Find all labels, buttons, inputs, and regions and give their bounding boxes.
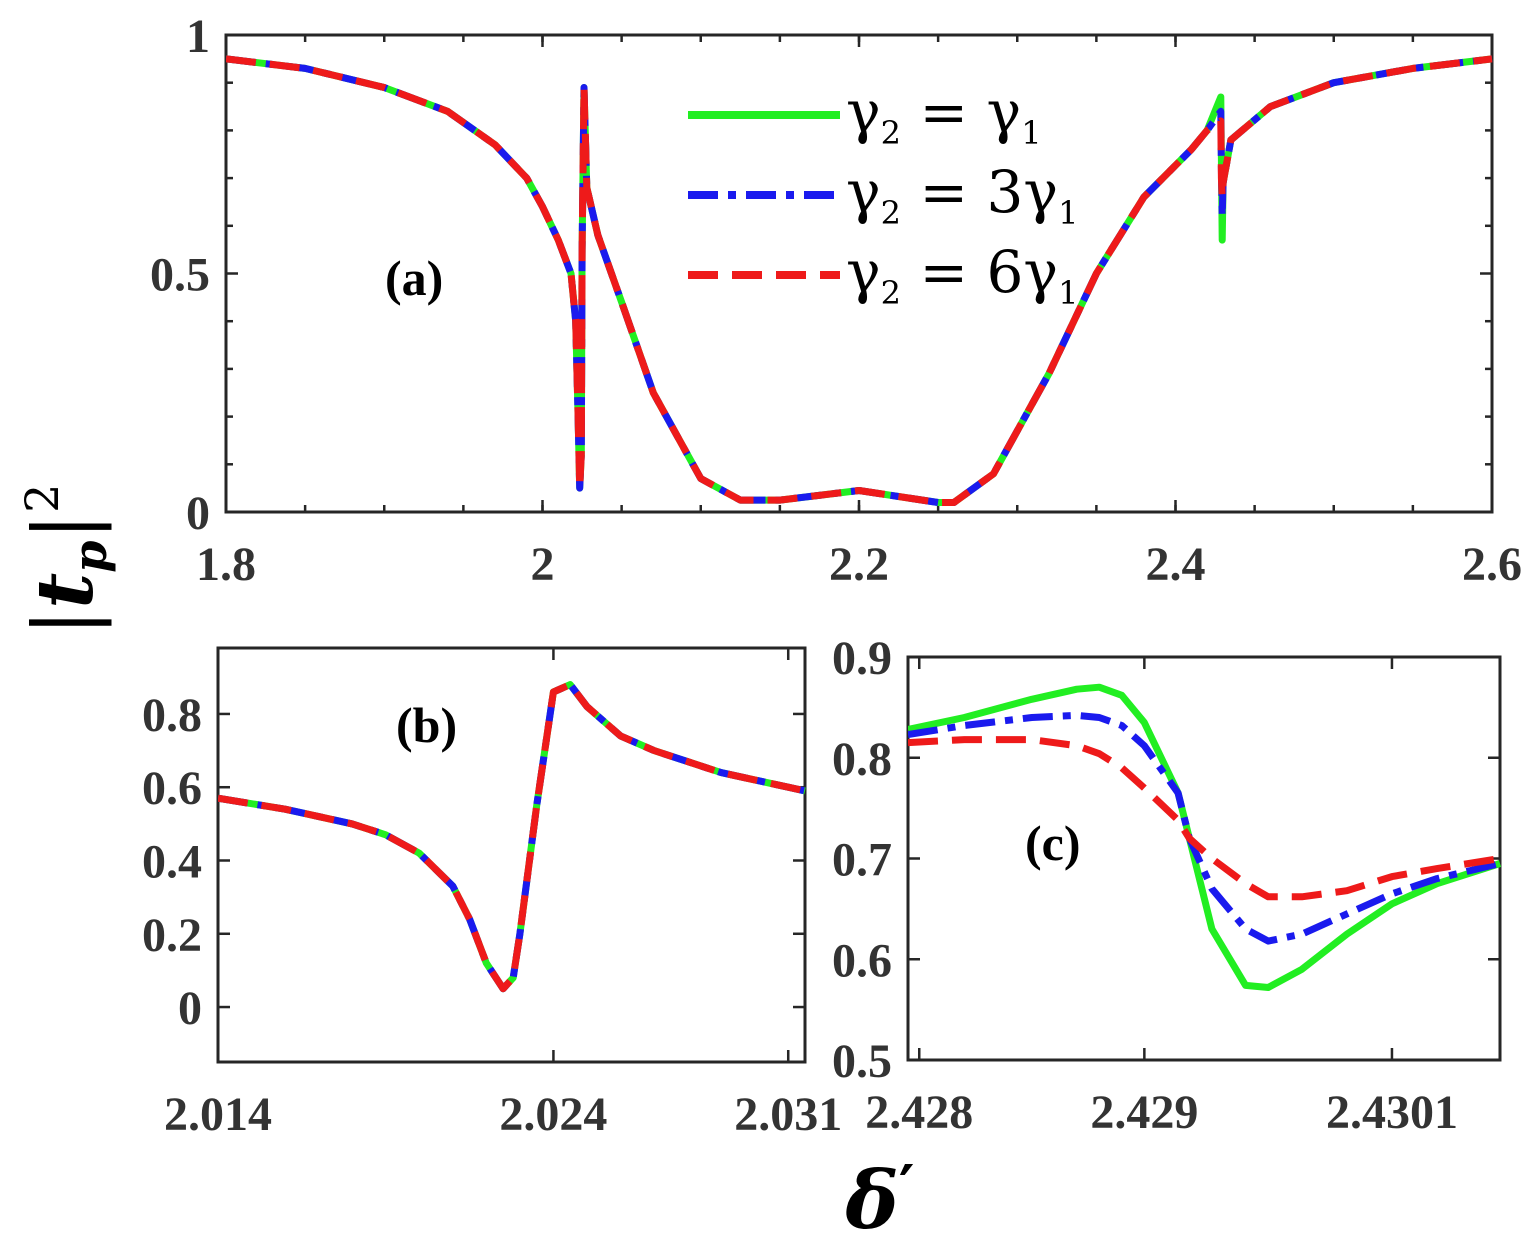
series-line-a-3 <box>226 55 1493 506</box>
ylabel-sup: 2 <box>15 484 69 513</box>
legend-2-eq: = <box>901 158 986 226</box>
x-tick-label-a: 1.8 <box>196 538 256 591</box>
legend-2-coef: 3 <box>987 158 1024 226</box>
xlabel-prime: ′ <box>899 1153 915 1223</box>
x-tick-label-a: 2 <box>531 538 555 591</box>
x-tick-label-a: 2.4 <box>1146 538 1206 591</box>
y-tick-label-c: 0.9 <box>832 632 892 685</box>
x-tick-label-a: 2.2 <box>829 538 889 591</box>
series-line-b-1 <box>218 681 806 993</box>
y-tick-label-b: 0.2 <box>142 909 202 962</box>
legend-3-sub2: 1 <box>1058 274 1078 312</box>
svg-text:|tp|2: |tp|2 <box>15 484 117 637</box>
legend-label-1: γ2 = γ1 <box>846 78 1042 152</box>
legend-1-eq: = <box>901 78 986 146</box>
y-tick-label-b: 0.6 <box>142 762 202 815</box>
y-tick-label-a: 0 <box>186 487 210 540</box>
legend-3-sub1: 2 <box>881 274 901 312</box>
panel-label-b: (b) <box>396 697 457 753</box>
x-tick-label-c: 2.4301 <box>1326 1086 1458 1139</box>
y-tick-label-c: 0.8 <box>832 733 892 786</box>
x-tick-label-c: 2.428 <box>865 1086 973 1139</box>
y-tick-label-b: 0.8 <box>142 689 202 742</box>
legend-2-sub1: 2 <box>881 194 901 232</box>
panel-b: 0 0.2 0.4 0.6 0.8 2.014 2.024 2.031 (b) <box>142 646 842 1141</box>
y-tick-label-c: 0.7 <box>832 834 892 887</box>
legend-1-base: γ <box>846 78 881 146</box>
x-tick-label-b: 2.031 <box>734 1088 842 1141</box>
legend-3-coef: 6 <box>987 238 1024 306</box>
plot-frame-c <box>906 655 1502 1062</box>
legend: γ2 = γ1 γ2 = 3γ1 γ2 = 6γ1 <box>688 78 1078 312</box>
panel-label-a: (a) <box>385 250 443 306</box>
legend-1-base2: γ <box>987 78 1022 146</box>
y-tick-label-b: 0 <box>178 982 202 1035</box>
legend-2-base: γ <box>846 158 881 226</box>
legend-label-2: γ2 = 3γ1 <box>846 158 1078 232</box>
y-axis-label: |tp|2 <box>15 484 117 637</box>
series-line-b-3 <box>218 681 806 993</box>
legend-1-sub1: 2 <box>881 114 901 152</box>
legend-2-sub2: 1 <box>1058 194 1078 232</box>
legend-1-sub2: 1 <box>1021 114 1041 152</box>
y-tick-label-c: 0.5 <box>832 1035 892 1088</box>
legend-label-3: γ2 = 6γ1 <box>846 238 1078 312</box>
series-line-c-1 <box>908 683 1502 991</box>
y-tick-label-a: 1 <box>186 10 210 63</box>
series-line-c-3 <box>908 736 1501 901</box>
y-tick-label-c: 0.6 <box>832 934 892 987</box>
panel-a: 0 0.5 1 1.8 2 2.2 2.4 2.6 (a) <box>150 10 1522 591</box>
x-tick-label-b: 2.024 <box>499 1088 607 1141</box>
legend-3-eq: = <box>901 238 986 306</box>
ylabel-sub: p <box>63 541 117 573</box>
series-line-b-2 <box>218 681 806 993</box>
panel-label-c: (c) <box>1025 815 1081 871</box>
xlabel-var: δ <box>844 1153 898 1240</box>
ylabel-close: | <box>17 513 112 541</box>
x-tick-label-c: 2.429 <box>1090 1086 1198 1139</box>
legend-3-base2: γ <box>1023 238 1058 306</box>
plot-frame-b <box>216 646 807 1064</box>
y-tick-label-b: 0.4 <box>142 835 202 888</box>
x-tick-label-a: 2.6 <box>1462 538 1522 591</box>
panel-c: 0.5 0.6 0.7 0.8 0.9 2.428 2.429 2.4301 (c) <box>832 632 1502 1139</box>
ylabel-var: t <box>20 573 111 609</box>
x-axis-label: δ′ <box>844 1153 914 1240</box>
y-tick-label-a: 0.5 <box>150 249 210 302</box>
ylabel-open: | <box>17 609 112 637</box>
x-tick-label-b: 2.014 <box>164 1088 272 1141</box>
legend-2-base2: γ <box>1023 158 1058 226</box>
legend-3-base: γ <box>846 238 881 306</box>
